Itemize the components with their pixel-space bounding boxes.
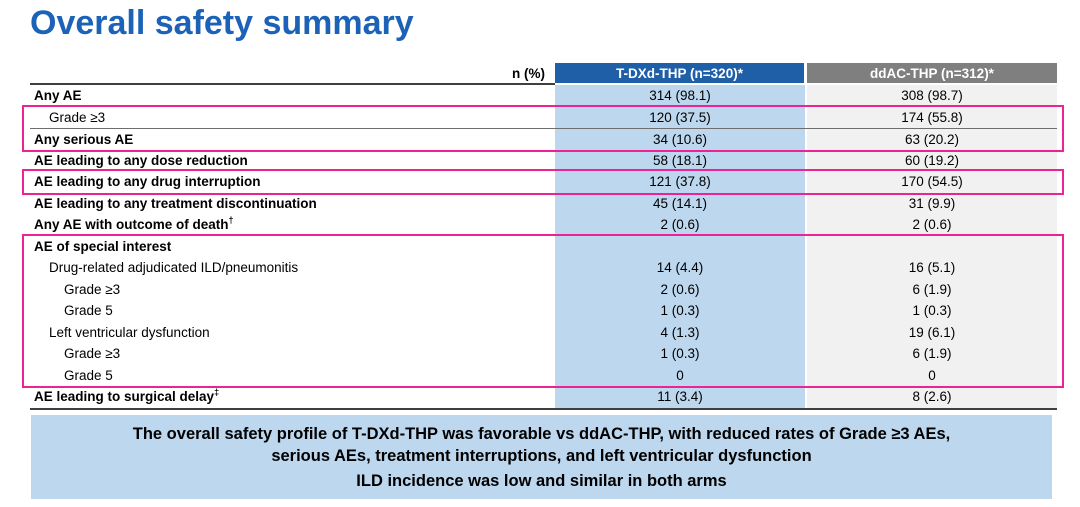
value-cell-tdxd: 1 (0.3) [555, 300, 807, 322]
row-label-text: Left ventricular dysfunction [49, 324, 210, 340]
value-cell-tdxd: 2 (0.6) [555, 278, 807, 300]
row-label: Grade ≥3 [30, 107, 555, 129]
table-row: Any AE 314 (98.1) 308 (98.7) [30, 85, 1057, 107]
row-label-text: AE leading to any dose reduction [34, 152, 248, 168]
safety-table: n (%) T-DXd-THP (n=320)* ddAC-THP (n=312… [30, 63, 1057, 410]
row-label: Any serious AE [30, 129, 555, 150]
row-label-text: Any AE [34, 88, 82, 104]
table-row: Left ventricular dysfunction 4 (1.3) 19 … [30, 321, 1057, 344]
row-label: Grade ≥3 [30, 279, 555, 301]
value-cell-tdxd: 314 (98.1) [555, 85, 807, 107]
value-cell-tdxd: 14 (4.4) [555, 257, 807, 279]
value-cell-tdxd: 120 (37.5) [555, 106, 807, 128]
value-cell-tdxd: 34 (10.6) [555, 129, 807, 150]
row-label-text: AE leading to any treatment discontinuat… [34, 195, 317, 211]
value-cell-ddac: 170 (54.5) [807, 171, 1057, 193]
row-label-text: Grade ≥3 [49, 109, 106, 125]
value-cell-ddac: 308 (98.7) [807, 85, 1057, 107]
value-cell-tdxd: 45 (14.1) [555, 192, 807, 214]
row-label: AE leading to any drug interruption [30, 171, 555, 193]
row-label-text: AE leading to surgical delay [34, 389, 215, 405]
row-label-text: Grade ≥3 [64, 346, 121, 362]
n-percent-label: n (%) [30, 63, 555, 85]
row-label: Left ventricular dysfunction [30, 322, 555, 344]
table-row: Grade 5 1 (0.3) 1 (0.3) [30, 300, 1057, 322]
summary-line-2: ILD incidence was low and similar in bot… [356, 471, 727, 490]
value-cell-tdxd: 2 (0.6) [555, 214, 807, 236]
value-cell-ddac: 19 (6.1) [807, 321, 1057, 343]
value-cell-tdxd: 4 (1.3) [555, 321, 807, 343]
column-header-tdxd-thp: T-DXd-THP (n=320)* [555, 63, 807, 85]
row-label: AE leading to surgical delay ‡ [30, 386, 555, 408]
row-label-superscript: ‡ [214, 387, 220, 397]
row-label: Grade ≥3 [30, 343, 555, 365]
row-label: Drug-related adjudicated ILD/pneumonitis [30, 257, 555, 279]
row-label-superscript: † [228, 215, 234, 225]
table-row: Grade ≥3 2 (0.6) 6 (1.9) [30, 278, 1057, 301]
table-row: Grade ≥3 1 (0.3) 6 (1.9) [30, 343, 1057, 365]
row-label-text: Drug-related adjudicated ILD/pneumonitis [49, 260, 299, 276]
value-cell-ddac: 6 (1.9) [807, 278, 1057, 300]
column-header-ddac-thp: ddAC-THP (n=312)* [807, 63, 1057, 85]
value-cell-tdxd: 121 (37.8) [555, 171, 807, 193]
table-row: Any AE with outcome of death † 2 (0.6) 2 … [30, 214, 1057, 236]
value-cell-tdxd [555, 235, 807, 257]
row-label-text: AE leading to any drug interruption [34, 174, 261, 190]
value-cell-ddac: 2 (0.6) [807, 214, 1057, 236]
value-cell-ddac: 60 (19.2) [807, 149, 1057, 171]
summary-box: The overall safety profile of T-DXd-THP … [31, 415, 1052, 499]
table-row: Any serious AE 34 (10.6) 63 (20.2) [30, 128, 1057, 150]
value-cell-ddac: 1 (0.3) [807, 300, 1057, 322]
row-label-text: Any AE with outcome of death [34, 217, 229, 233]
table-row: Grade 5 0 0 [30, 364, 1057, 387]
table-row: AE leading to any drug interruption 121 … [30, 171, 1057, 193]
value-cell-tdxd: 11 (3.4) [555, 386, 807, 408]
row-label-text: Grade ≥3 [64, 281, 121, 297]
value-cell-tdxd: 58 (18.1) [555, 149, 807, 171]
row-label: AE leading to any dose reduction [30, 150, 555, 172]
table-header: n (%) T-DXd-THP (n=320)* ddAC-THP (n=312… [30, 63, 1057, 85]
row-label: Any AE with outcome of death † [30, 214, 555, 236]
page-title: Overall safety summary [30, 4, 414, 42]
value-cell-ddac: 0 [807, 364, 1057, 386]
table-row: AE leading to any treatment discontinuat… [30, 192, 1057, 215]
table-row: Grade ≥3 120 (37.5) 174 (55.8) [30, 106, 1057, 129]
value-cell-tdxd: 1 (0.3) [555, 343, 807, 365]
value-cell-ddac [807, 235, 1057, 257]
value-cell-ddac: 31 (9.9) [807, 192, 1057, 214]
row-label-text: Grade 5 [64, 303, 113, 319]
row-label: AE leading to any treatment discontinuat… [30, 193, 555, 215]
value-cell-ddac: 16 (5.1) [807, 257, 1057, 279]
row-label-text: Grade 5 [64, 367, 113, 383]
row-label: AE of special interest [30, 236, 555, 258]
table-row: AE leading to any dose reduction 58 (18.… [30, 149, 1057, 172]
table-row: Drug-related adjudicated ILD/pneumonitis… [30, 257, 1057, 279]
table-body: Any AE 314 (98.1) 308 (98.7) Grade ≥3 12… [30, 85, 1057, 410]
value-cell-ddac: 174 (55.8) [807, 106, 1057, 128]
table-row: AE leading to surgical delay ‡ 11 (3.4) 8… [30, 386, 1057, 408]
value-cell-tdxd: 0 [555, 364, 807, 386]
row-label: Grade 5 [30, 365, 555, 387]
value-cell-ddac: 8 (2.6) [807, 386, 1057, 408]
row-label-text: AE of special interest [34, 238, 172, 254]
row-label: Grade 5 [30, 300, 555, 322]
row-label-text: Any serious AE [34, 131, 134, 147]
summary-line-1: The overall safety profile of T-DXd-THP … [132, 424, 951, 465]
row-label: Any AE [30, 85, 555, 107]
table-row: AE of special interest [30, 235, 1057, 258]
value-cell-ddac: 6 (1.9) [807, 343, 1057, 365]
value-cell-ddac: 63 (20.2) [807, 129, 1057, 150]
